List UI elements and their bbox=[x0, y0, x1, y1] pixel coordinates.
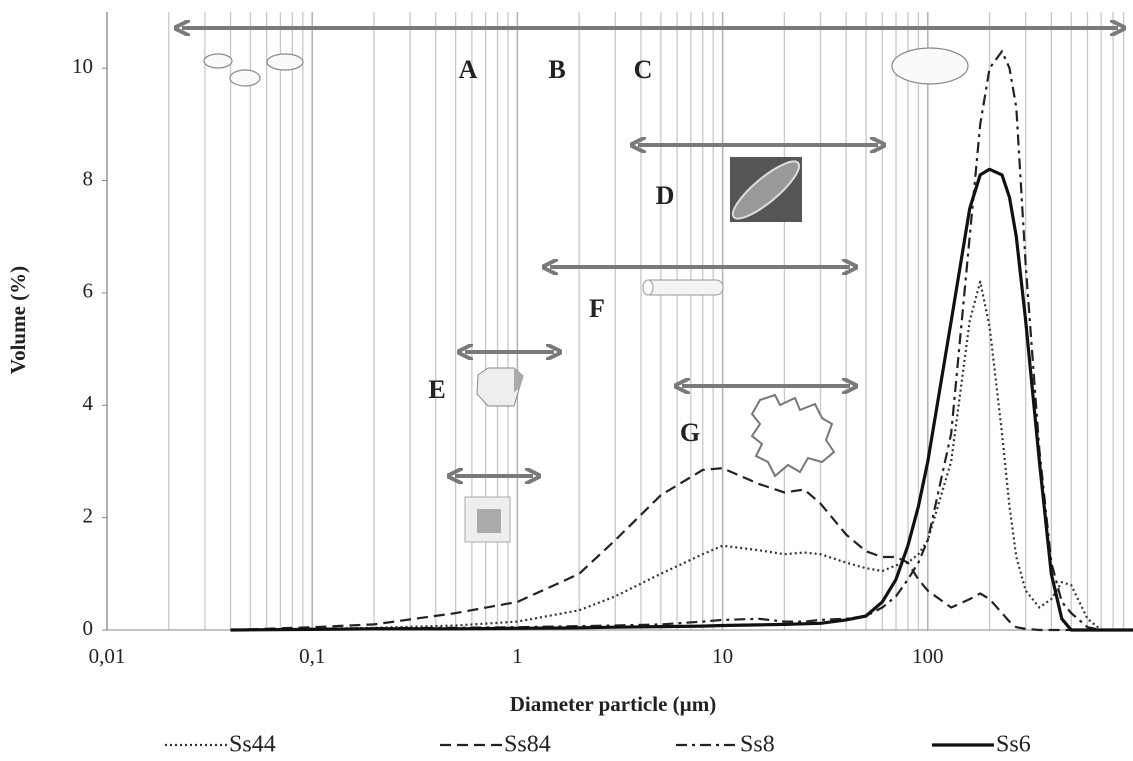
aggregate-icon bbox=[750, 393, 836, 478]
x-axis-title: Diameter particle (µm) bbox=[510, 692, 716, 716]
y-tick-label: 2 bbox=[83, 503, 94, 527]
legend-label: Ss44 bbox=[229, 732, 276, 758]
series-line bbox=[230, 167, 1133, 632]
annotation: E bbox=[428, 375, 445, 404]
legend-label: Ss6 bbox=[996, 732, 1031, 758]
x-tick-label: 100 bbox=[912, 644, 944, 668]
plot bbox=[230, 50, 1133, 632]
annotation: D bbox=[656, 181, 675, 210]
annotation: C bbox=[634, 55, 653, 84]
annotation: A bbox=[459, 55, 478, 84]
illustrations bbox=[182, 28, 1118, 543]
x-tick-label: 10 bbox=[712, 644, 733, 668]
diatom-icon bbox=[730, 157, 802, 222]
grid bbox=[106, 12, 1125, 630]
y-tick-label: 0 bbox=[83, 616, 94, 640]
annotation: B bbox=[548, 55, 565, 84]
series-line bbox=[230, 467, 1133, 632]
x-tick-label: 1 bbox=[512, 644, 523, 668]
x-tick-label: 0,1 bbox=[299, 644, 325, 668]
hexagon-icon bbox=[514, 368, 523, 392]
y-axis-title: Volume (%) bbox=[6, 266, 30, 374]
y-tick-label: 10 bbox=[72, 54, 93, 78]
y-tick-label: 6 bbox=[83, 279, 94, 303]
annotation: G bbox=[680, 418, 700, 447]
series-line bbox=[230, 280, 1133, 632]
y-tick-label: 8 bbox=[83, 166, 94, 190]
hexagon-icon bbox=[476, 367, 524, 407]
cylinder-icon bbox=[642, 279, 724, 296]
legend-label: Ss8 bbox=[740, 732, 775, 758]
cube-icon bbox=[464, 496, 511, 543]
legend-label: Ss84 bbox=[504, 732, 551, 758]
annotation: F bbox=[589, 294, 605, 323]
series-line bbox=[230, 50, 1133, 632]
x-tick-label: 0,01 bbox=[89, 644, 126, 668]
cloud-icons bbox=[203, 47, 969, 87]
y-tick-label: 4 bbox=[83, 391, 94, 415]
